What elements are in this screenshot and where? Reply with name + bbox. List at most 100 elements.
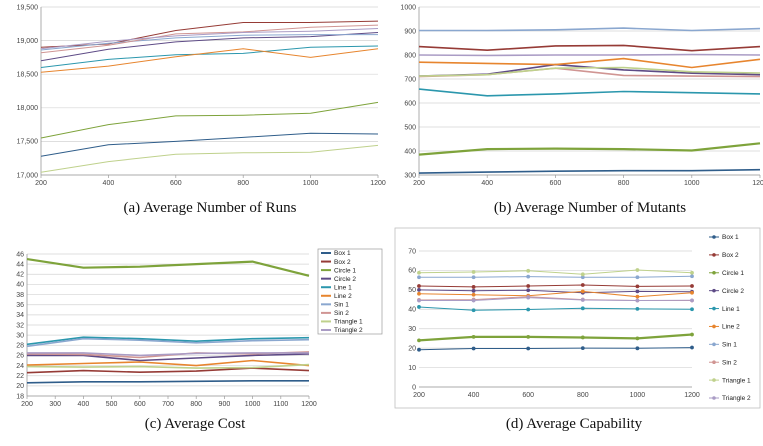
x-tick-label: 900: [219, 401, 231, 408]
y-tick-label: 17,000: [17, 172, 39, 179]
data-point: [690, 290, 694, 295]
series-line: [26, 336, 310, 346]
y-tick-label: 46: [16, 251, 24, 258]
x-tick-label: 300: [49, 401, 61, 408]
series-line: [418, 44, 761, 52]
legend-marker: [712, 270, 716, 275]
data-point: [417, 338, 421, 343]
x-tick-label: 600: [170, 180, 182, 187]
chart-d: 0 10 20 30 40 50 60 70 200 400 600 800 1000 1200 Box 1…: [394, 227, 761, 432]
x-tick-label: 1000: [630, 392, 646, 399]
data-point: [526, 284, 531, 288]
series-line: [418, 53, 761, 57]
data-point: [526, 288, 531, 293]
legend-label: Triangle 1: [722, 377, 751, 384]
legend-label: Line 1: [334, 284, 352, 291]
series-line: [418, 66, 761, 77]
legend-label: Sin 2: [722, 359, 737, 366]
x-tick-label: 1200: [301, 401, 317, 408]
series-line: [418, 284, 693, 288]
y-tick-label: 17,500: [17, 139, 39, 146]
legend-marker: [712, 378, 716, 382]
x-tick-label: 1000: [684, 180, 700, 187]
chart-frame: [394, 227, 761, 409]
data-point: [526, 268, 531, 273]
series-line: [419, 275, 693, 278]
legend-label: Line 1: [722, 306, 740, 313]
legend-label: Circle 2: [722, 288, 744, 295]
y-tick-label: 19,500: [17, 4, 39, 11]
data-point: [417, 284, 421, 288]
data-point: [417, 305, 421, 309]
legend-label: Box 2: [722, 252, 739, 259]
series-line: [26, 367, 310, 374]
x-tick-label: 400: [481, 180, 493, 187]
series-line: [26, 379, 309, 384]
data-point: [635, 306, 640, 311]
y-tick-label: 50: [408, 287, 416, 294]
y-tick-label: 800: [404, 52, 416, 59]
series-line: [418, 290, 693, 298]
data-point: [635, 284, 640, 289]
series-line: [40, 28, 379, 50]
y-tick-label: 24: [16, 363, 24, 370]
x-tick-label: 600: [522, 392, 534, 399]
legend-label: Box 2: [334, 259, 351, 266]
data-point: [690, 307, 694, 312]
x-tick-label: 600: [550, 180, 562, 187]
y-tick-label: 26: [16, 353, 24, 360]
series-line: [27, 352, 309, 357]
legend-label: Triangle 1: [334, 319, 363, 326]
y-tick-label: 300: [404, 172, 416, 179]
legend-label: Triangle 2: [334, 327, 363, 334]
legend-marker: [712, 288, 716, 293]
x-tick-label: 1200: [370, 180, 386, 187]
legend-label: Sin 1: [722, 342, 737, 349]
x-tick-label: 400: [468, 392, 480, 399]
legend-label: Line 2: [722, 324, 740, 331]
data-point: [526, 274, 531, 279]
legend-marker: [712, 235, 716, 239]
legend-label: Circle 1: [334, 267, 356, 274]
x-tick-label: 1000: [245, 401, 261, 408]
data-point: [471, 346, 476, 351]
legend-label: Box 1: [334, 250, 351, 257]
chart-a: 17,000 17,500 18,000 18,500 19,000 19,500 200 4…: [17, 4, 386, 216]
series-line: [418, 306, 693, 311]
series-line: [40, 132, 379, 157]
series-line: [40, 45, 379, 68]
legend-label: Line 2: [334, 293, 352, 300]
series-line: [418, 57, 761, 69]
data-point: [635, 346, 640, 351]
data-point: [635, 336, 640, 341]
y-tick-label: 20: [16, 383, 24, 390]
legend-label: Sin 2: [334, 310, 349, 317]
x-tick-label: 1000: [303, 180, 319, 187]
data-point: [635, 298, 640, 303]
y-tick-label: 36: [16, 302, 24, 309]
y-tick-label: 30: [408, 326, 416, 333]
y-tick-label: 18,000: [17, 105, 39, 112]
x-tick-label: 200: [35, 180, 47, 187]
data-point: [580, 272, 585, 277]
series-line: [418, 333, 693, 342]
x-tick-label: 1200: [752, 180, 763, 187]
y-tick-label: 30: [16, 332, 24, 339]
chart-c: 18 20 22 24 26 28 30 32 34 36 38 40 42 44 46 200 300 400 5…: [16, 248, 383, 432]
data-point: [526, 346, 531, 351]
data-point: [471, 334, 476, 339]
series-line: [40, 101, 379, 139]
data-point: [417, 275, 421, 280]
y-tick-label: 40: [16, 282, 24, 289]
y-tick-label: 900: [404, 28, 416, 35]
y-tick-label: 42: [16, 272, 24, 279]
y-tick-label: 18,500: [17, 72, 39, 79]
series-line: [40, 24, 379, 54]
legend-label: Sin 1: [334, 302, 349, 309]
data-point: [580, 306, 585, 311]
data-point: [635, 275, 640, 280]
x-tick-label: 400: [78, 401, 90, 408]
y-tick-label: 34: [16, 312, 24, 319]
